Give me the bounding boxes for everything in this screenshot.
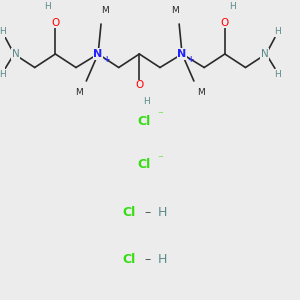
Text: Cl: Cl bbox=[122, 253, 136, 266]
Text: –: – bbox=[141, 206, 155, 220]
Text: Cl: Cl bbox=[122, 206, 136, 220]
Text: H: H bbox=[45, 2, 51, 11]
Text: H: H bbox=[158, 253, 168, 266]
Text: O: O bbox=[135, 80, 143, 91]
Text: H: H bbox=[274, 27, 281, 36]
Text: H: H bbox=[274, 70, 281, 79]
Text: +: + bbox=[103, 55, 110, 64]
Text: N: N bbox=[178, 49, 187, 59]
Text: ⁻: ⁻ bbox=[157, 154, 163, 164]
Text: ⁻: ⁻ bbox=[157, 110, 163, 121]
Text: H: H bbox=[143, 97, 150, 106]
Text: Cl: Cl bbox=[137, 158, 150, 172]
Text: M: M bbox=[75, 88, 83, 97]
Text: +: + bbox=[187, 55, 194, 64]
Text: H: H bbox=[158, 206, 168, 220]
Text: Cl: Cl bbox=[137, 115, 150, 128]
Text: M: M bbox=[197, 88, 205, 97]
Text: O: O bbox=[221, 17, 229, 28]
Text: M: M bbox=[171, 6, 178, 15]
Text: H: H bbox=[0, 70, 6, 79]
Text: N: N bbox=[12, 49, 20, 59]
Text: H: H bbox=[229, 2, 236, 11]
Text: N: N bbox=[94, 49, 103, 59]
Text: H: H bbox=[0, 27, 6, 36]
Text: N: N bbox=[261, 49, 268, 59]
Text: O: O bbox=[51, 17, 59, 28]
Text: M: M bbox=[102, 6, 109, 15]
Text: –: – bbox=[141, 253, 155, 266]
